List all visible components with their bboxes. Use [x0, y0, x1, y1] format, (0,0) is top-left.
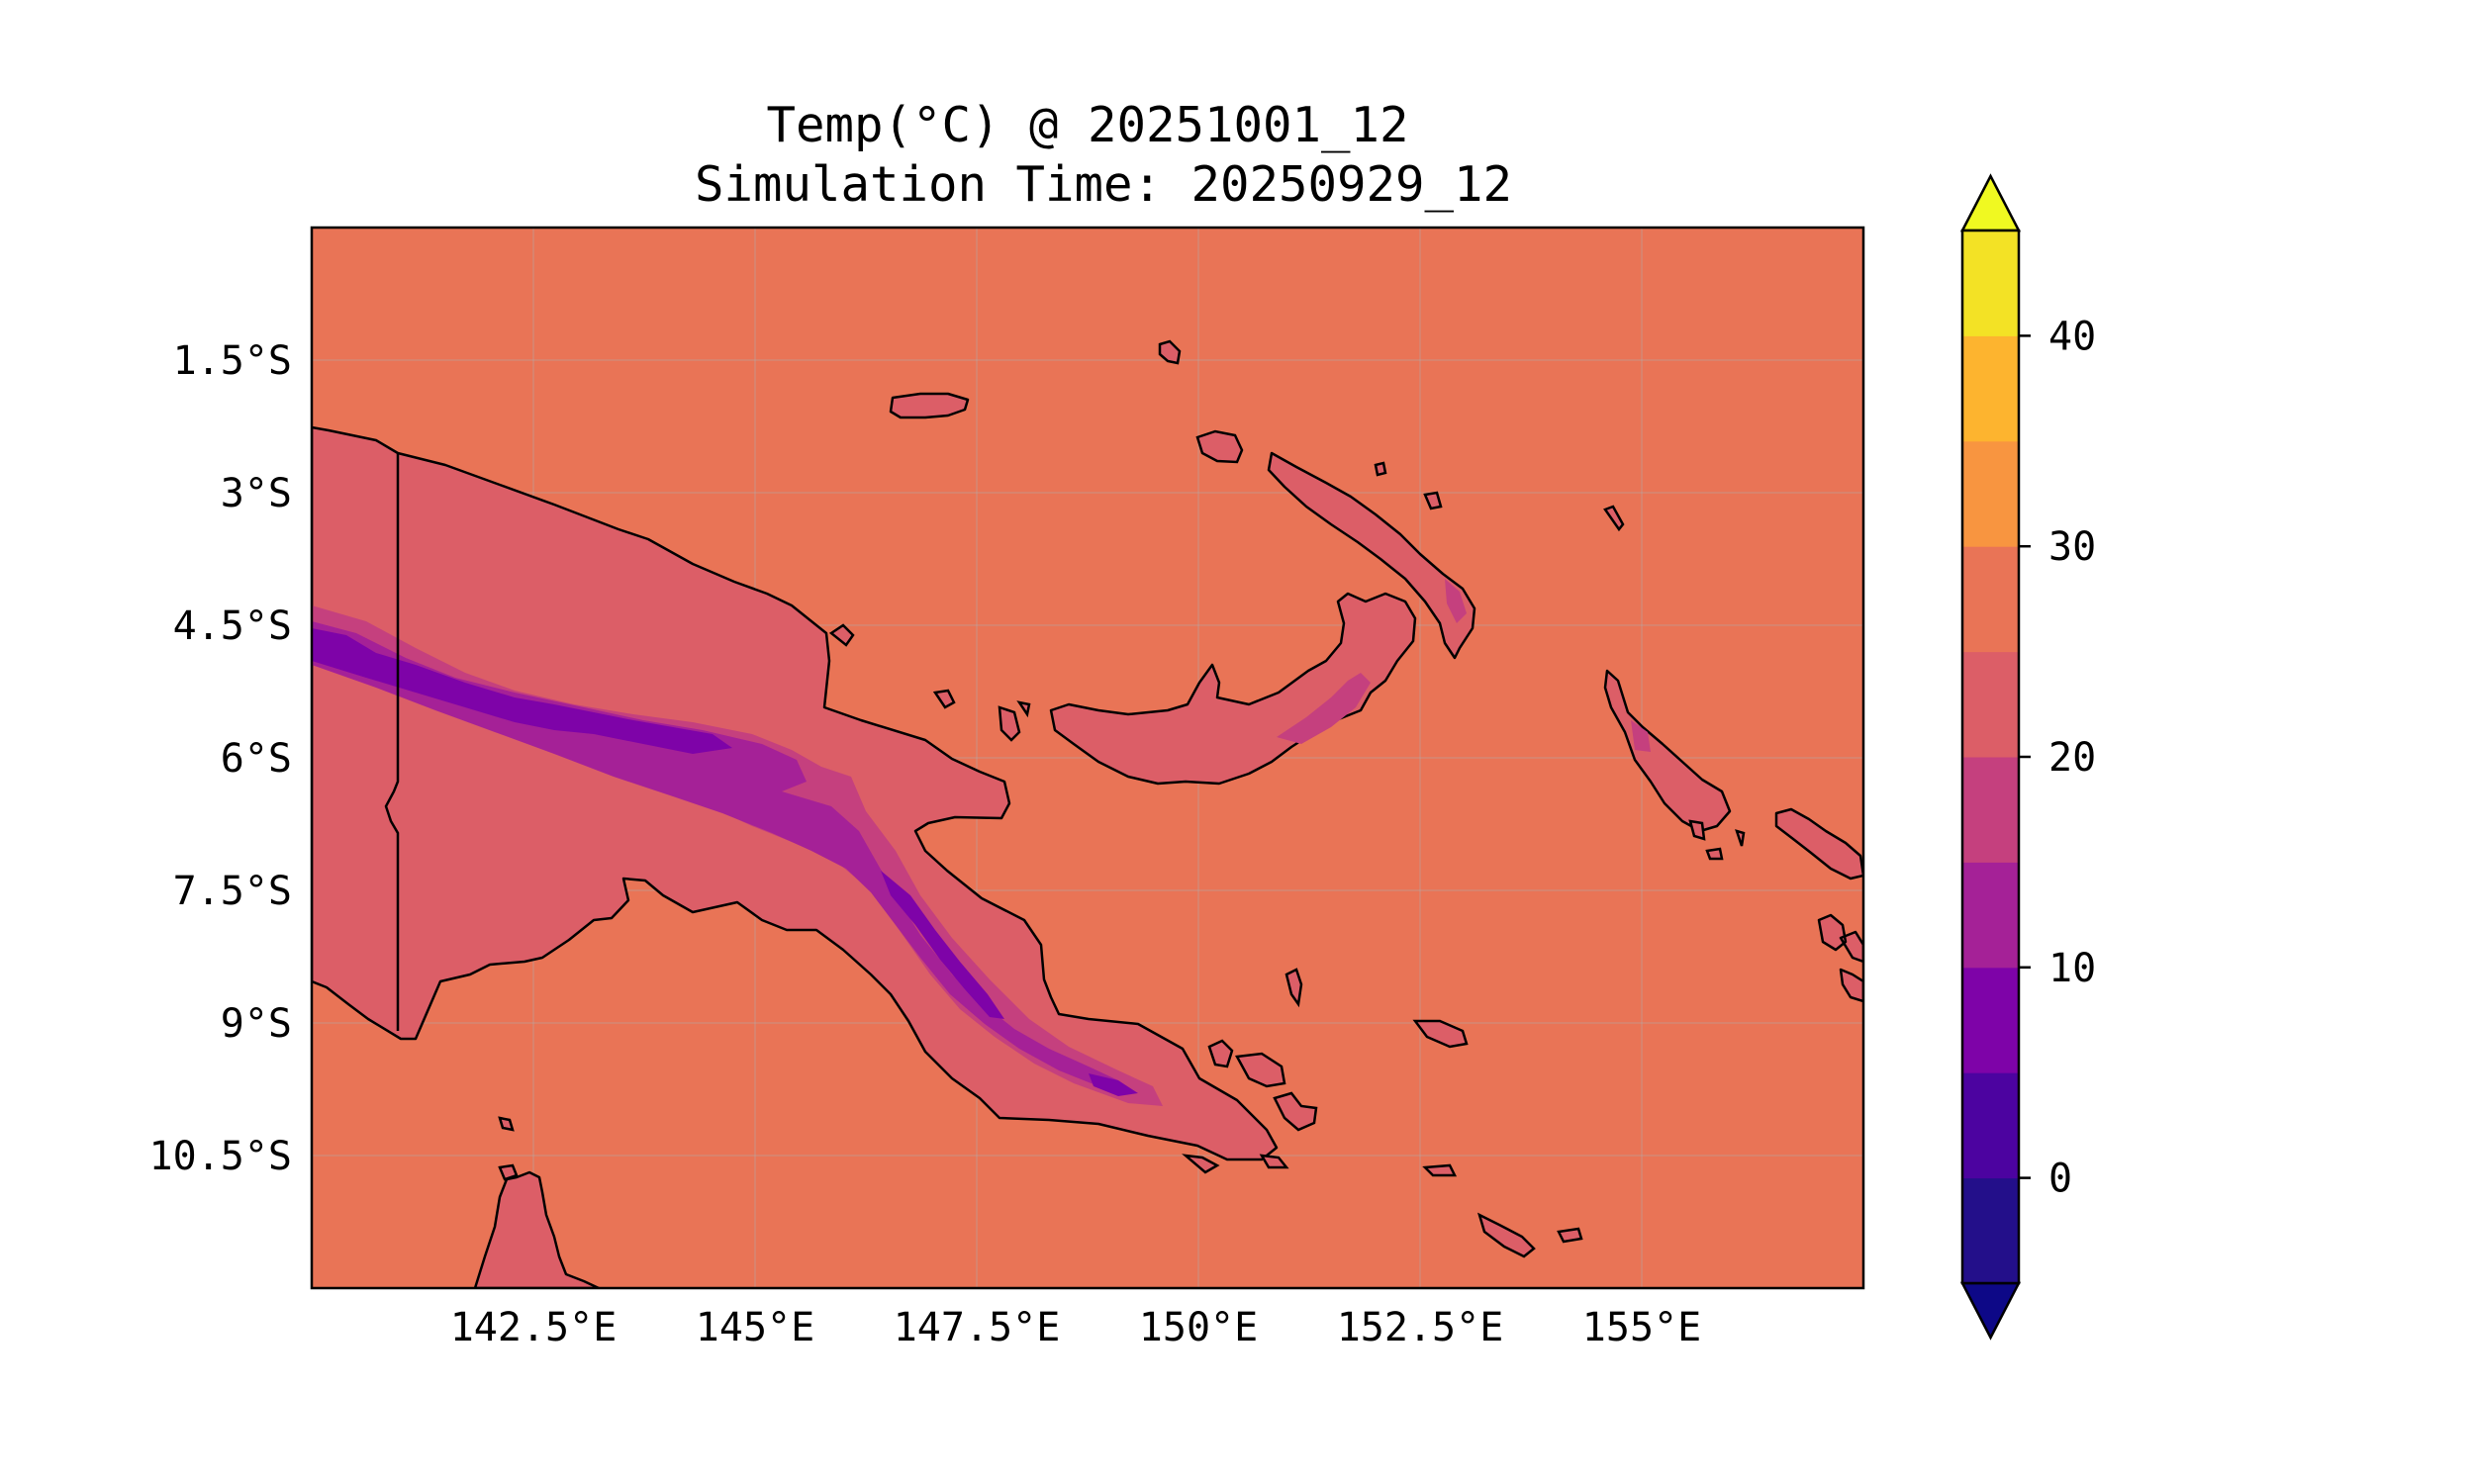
colorbar-swatch: [1962, 651, 2019, 758]
map-subtitle: Simulation Time: 20250929_12: [695, 156, 1512, 213]
lon-tick-label: 155°E: [1582, 1305, 1701, 1350]
bougainville-band-15: [1631, 720, 1651, 752]
colorbar-swatch: [1962, 1072, 2019, 1179]
manus-island: [889, 392, 970, 419]
colorbar: 0 10 20 30 40: [1959, 173, 2096, 1341]
colorbar-swatch: [1962, 335, 2019, 442]
solomon-island: [1774, 807, 1863, 881]
new-ireland-band-15: [1445, 579, 1467, 623]
colorbar-swatch: [1962, 967, 2019, 1073]
cape-york-landmass: [473, 1170, 601, 1288]
solomon-island: [1817, 913, 1863, 1003]
small-island: [1158, 339, 1182, 365]
colorbar-under-extension: [1959, 1281, 2022, 1341]
colorbar-tick-label: 10: [2048, 946, 2096, 991]
colorbar-swatch: [1962, 1177, 2019, 1284]
dentrecasteaux-island: [1235, 1052, 1286, 1088]
small-island: [1285, 968, 1303, 1008]
colorbar-swatch: [1962, 231, 2019, 336]
louisiade-island: [1557, 1227, 1583, 1244]
colorbar-swatch: [1962, 862, 2019, 969]
lon-tick-label: 145°E: [696, 1305, 814, 1350]
lat-tick-label: 9°S: [221, 1001, 292, 1047]
lon-tick-label: 152.5°E: [1337, 1305, 1504, 1350]
country-border: [384, 453, 400, 1031]
lat-tick-label: 6°S: [221, 736, 292, 782]
colorbar-swatch: [1962, 546, 2019, 653]
colorbar-over-extension: [1959, 173, 2022, 232]
small-island: [828, 623, 1031, 742]
new-britain-band-15: [1277, 673, 1371, 744]
map-frame: [310, 226, 1865, 1290]
colorbar-tick-label: 0: [2048, 1157, 2072, 1202]
colorbar-swatch: [1962, 757, 2019, 863]
lat-tick-label: 3°S: [221, 471, 292, 516]
lat-tick-label: 7.5°S: [173, 869, 292, 914]
dentrecasteaux-island: [1207, 1039, 1234, 1068]
latitude-axis: 1.5°S 3°S 4.5°S 6°S 7.5°S 9°S 10.5°S: [149, 338, 293, 1179]
louisiade-island: [1476, 1212, 1536, 1258]
bougainville-island: [1603, 669, 1732, 833]
small-island: [1422, 1163, 1458, 1177]
highland-band-10: [312, 621, 1118, 1086]
small-island: [1423, 491, 1706, 841]
colorbar-swatch: [1962, 440, 2019, 547]
lat-tick-label: 4.5°S: [173, 603, 292, 649]
new-britain-island: [1049, 592, 1417, 786]
new-ireland-island: [1267, 451, 1476, 660]
woodlark-island: [1412, 1019, 1469, 1049]
lon-tick-label: 150°E: [1139, 1305, 1258, 1350]
lat-tick-label: 10.5°S: [149, 1134, 293, 1179]
map-panel: 142.5°E 145°E 147.5°E 150°E 152.5°E 155°E 1.5…: [149, 226, 1865, 1350]
colorbar-tick-label: 20: [2048, 735, 2096, 781]
lat-tick-label: 1.5°S: [173, 338, 292, 384]
small-island: [1374, 461, 1746, 861]
lon-tick-label: 142.5°E: [450, 1305, 618, 1350]
map-title: Temp(°C) @ 20251001_12: [766, 97, 1408, 153]
small-island: [498, 1116, 519, 1181]
small-island: [1182, 1154, 1289, 1174]
highland-band-5: [312, 628, 1138, 1096]
colorbar-tick-label: 30: [2048, 524, 2096, 570]
dentrecasteaux-island: [1273, 1091, 1318, 1132]
colorbar-tick-label: 40: [2048, 314, 2096, 359]
small-island: [1195, 429, 1244, 464]
longitude-axis: 142.5°E 145°E 147.5°E 150°E 152.5°E 155°E: [450, 1305, 1702, 1350]
lon-tick-label: 147.5°E: [894, 1305, 1061, 1350]
